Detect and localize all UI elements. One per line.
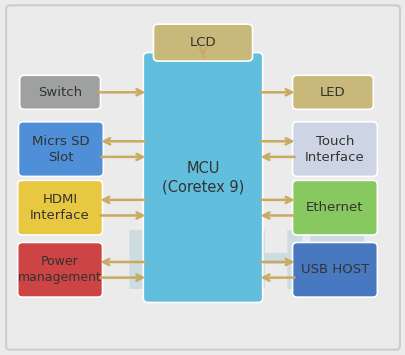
- Text: Power
management: Power management: [18, 255, 102, 284]
- FancyBboxPatch shape: [20, 75, 100, 109]
- Text: MCU
(Coretex 9): MCU (Coretex 9): [162, 161, 243, 194]
- Text: Micrs SD
Slot: Micrs SD Slot: [32, 135, 90, 164]
- Text: LED: LED: [319, 86, 345, 99]
- Text: LCD: LCD: [189, 36, 216, 49]
- FancyBboxPatch shape: [143, 53, 262, 302]
- Text: USB HOST: USB HOST: [300, 263, 368, 276]
- FancyBboxPatch shape: [292, 75, 372, 109]
- Text: Switch: Switch: [38, 86, 82, 99]
- FancyBboxPatch shape: [292, 122, 376, 176]
- Text: Ethernet: Ethernet: [305, 201, 363, 214]
- Text: HDMI
Interface: HDMI Interface: [30, 193, 90, 222]
- Text: Touch
Interface: Touch Interface: [304, 135, 364, 164]
- FancyBboxPatch shape: [292, 242, 376, 297]
- Text: KPHT: KPHT: [122, 227, 364, 305]
- FancyBboxPatch shape: [292, 180, 376, 235]
- FancyBboxPatch shape: [18, 180, 102, 235]
- FancyBboxPatch shape: [18, 242, 102, 297]
- FancyBboxPatch shape: [19, 122, 103, 176]
- FancyBboxPatch shape: [153, 24, 252, 61]
